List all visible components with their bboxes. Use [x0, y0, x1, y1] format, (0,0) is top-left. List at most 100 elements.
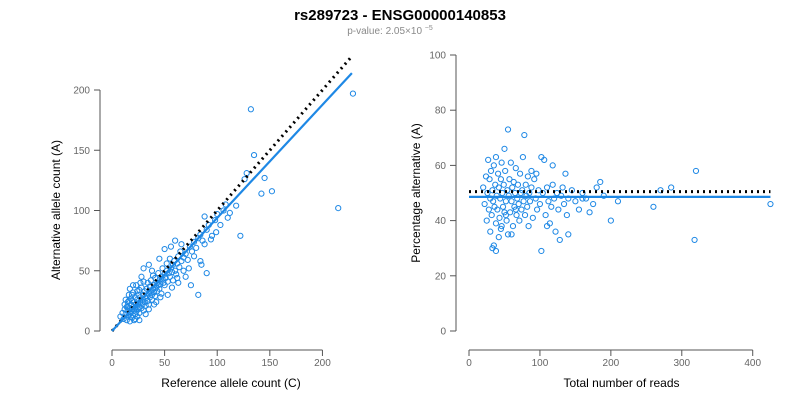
- left-data-point: [172, 267, 179, 274]
- left-data-point: [148, 267, 156, 274]
- right-data-point: [555, 206, 562, 213]
- left-data-point: [335, 204, 342, 212]
- left-data-point: [220, 207, 227, 214]
- right-data-point: [572, 198, 579, 205]
- left-data-point: [201, 241, 208, 248]
- right-data-point: [481, 200, 488, 208]
- left-data-point: [197, 258, 204, 265]
- subtitle-pvalue: p-value: 2.05×10: [347, 26, 422, 37]
- right-data-point: [600, 192, 607, 199]
- right-y-tick-label: 80: [435, 106, 447, 117]
- left-x-tick-label: 100: [209, 358, 226, 369]
- right-data-point: [529, 214, 536, 221]
- left-data-point: [140, 265, 147, 272]
- right-data-point: [614, 198, 622, 205]
- left-y-tick-label: 0: [84, 327, 90, 338]
- right-data-point: [586, 209, 593, 216]
- right-data-point: [559, 184, 566, 191]
- left-data-point: [132, 315, 139, 323]
- right-data-point: [494, 170, 502, 177]
- right-data-point: [548, 203, 555, 210]
- percentage-panel: 0 100 200 300 400 0 20 40 60 80 100 Total number of…: [409, 51, 774, 390]
- left-data-point: [237, 232, 244, 239]
- chart-title: rs289723 - ENSG00000140853: [294, 7, 506, 24]
- right-data-point: [492, 154, 500, 161]
- left-data-point: [129, 282, 137, 289]
- right-data-point: [490, 242, 497, 249]
- right-data-point: [552, 228, 559, 235]
- left-data-point: [195, 291, 202, 298]
- left-y-tick-label: 100: [73, 206, 90, 217]
- right-data-point: [522, 181, 529, 188]
- left-data-point: [233, 202, 240, 209]
- right-data-point: [668, 184, 675, 191]
- right-data-point: [495, 234, 502, 241]
- right-data-point: [480, 184, 487, 191]
- right-data-point: [565, 231, 572, 238]
- left-data-point: [161, 245, 168, 253]
- left-data-point: [161, 282, 168, 289]
- left-data-point: [217, 221, 224, 229]
- right-data-point: [501, 145, 508, 152]
- right-data-point: [496, 214, 503, 221]
- left-data-point: [124, 303, 131, 310]
- right-data-point: [538, 247, 545, 255]
- allele-count-panel: 0 50 100 150 200 0 50 100 150 200 Reference allele…: [49, 55, 357, 390]
- left-data-point: [258, 190, 265, 197]
- right-data-point: [562, 170, 569, 177]
- left-x-tick-label: 150: [261, 358, 278, 369]
- right-data-point: [525, 223, 532, 230]
- right-data-point: [549, 181, 556, 188]
- right-data-point: [512, 189, 519, 197]
- left-data-point: [185, 265, 192, 272]
- left-data-point: [268, 188, 276, 195]
- left-data-point: [137, 279, 144, 286]
- right-data-point: [492, 181, 499, 188]
- right-data-point: [512, 206, 519, 213]
- right-data-point: [515, 200, 522, 208]
- right-data-point: [504, 187, 511, 194]
- left-fit-line: [111, 72, 353, 332]
- right-data-point: [533, 206, 541, 213]
- left-data-point: [126, 285, 133, 292]
- chart-subtitle: p-value: 2.05×10 −5: [347, 25, 433, 37]
- right-data-point: [650, 203, 657, 210]
- right-y-axis-title: Percentage alternative (A): [409, 123, 423, 262]
- left-data-point: [261, 174, 268, 182]
- subtitle-exponent: −5: [425, 25, 433, 32]
- right-data-point: [526, 198, 534, 205]
- right-data-point: [542, 211, 549, 219]
- left-data-point: [158, 290, 165, 297]
- right-data-point: [505, 192, 512, 199]
- left-data-point: [208, 232, 216, 239]
- left-data-point: [193, 244, 200, 251]
- right-data-point: [497, 225, 505, 232]
- right-data-point: [509, 184, 516, 191]
- right-data-point: [513, 211, 520, 219]
- right-data-point: [494, 206, 501, 213]
- left-data-point: [207, 236, 215, 243]
- right-data-point: [490, 162, 497, 169]
- right-data-point: [767, 200, 774, 208]
- right-x-axis-title: Total number of reads: [563, 376, 679, 390]
- left-data-point: [250, 151, 258, 159]
- left-data-point: [172, 237, 179, 244]
- right-data-point: [488, 211, 495, 219]
- right-data-point: [483, 217, 490, 224]
- left-x-tick-label: 0: [109, 358, 115, 369]
- right-data-point: [519, 154, 527, 161]
- left-data-point: [247, 106, 254, 113]
- right-data-point: [575, 206, 583, 213]
- left-data-point: [203, 270, 210, 277]
- left-data-point: [182, 273, 189, 280]
- right-data-point: [502, 167, 509, 175]
- right-data-point: [531, 176, 538, 183]
- right-data-point: [560, 200, 568, 208]
- left-x-tick-label: 200: [314, 358, 331, 369]
- right-data-point: [485, 156, 492, 163]
- left-reference-line: [110, 55, 354, 332]
- right-data-point: [607, 217, 614, 224]
- left-data-point: [128, 291, 136, 298]
- left-data-point: [167, 243, 175, 250]
